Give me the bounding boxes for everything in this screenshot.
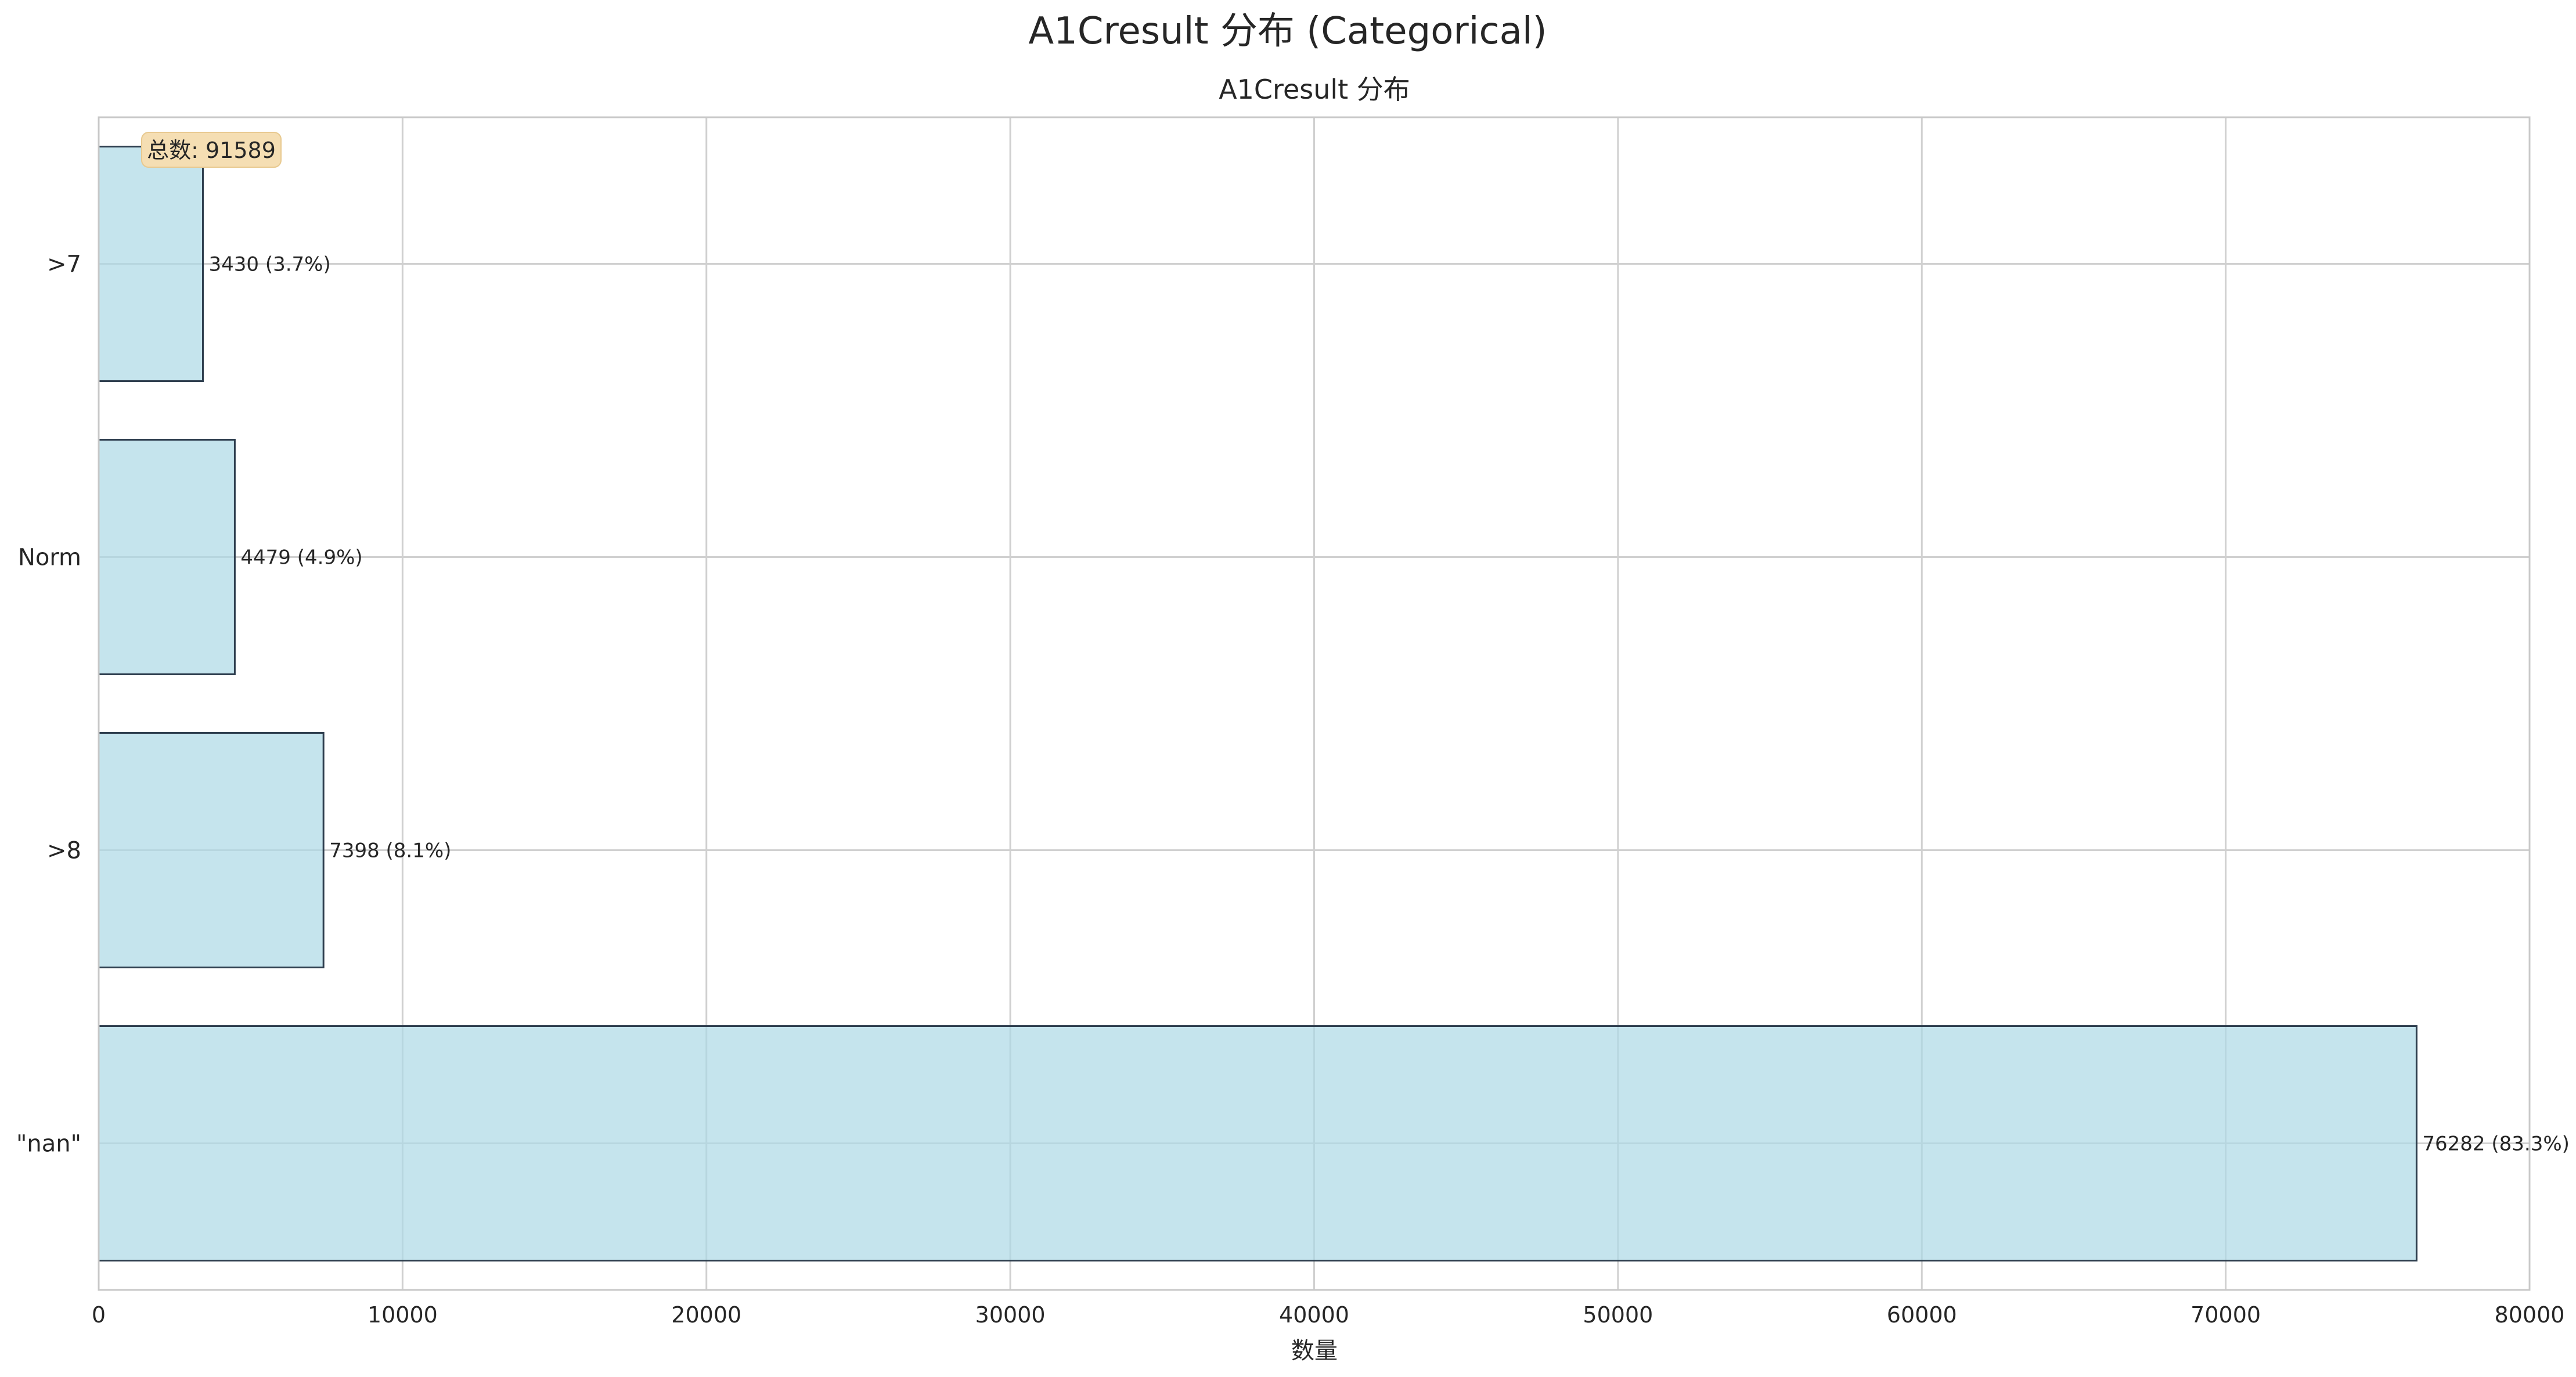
x-tick-label: 40000 bbox=[1279, 1302, 1349, 1328]
y-tick-label: "nan" bbox=[16, 1131, 81, 1158]
label-layer: 0 10000 20000 30000 40000 50000 60000 70000 8000… bbox=[16, 251, 2570, 1328]
bar-1 bbox=[98, 439, 236, 675]
plot-frame bbox=[98, 116, 2531, 1291]
x-tick-label: 20000 bbox=[671, 1302, 741, 1328]
data-label: 7398 (8.1%) bbox=[329, 839, 451, 863]
x-tick-label: 10000 bbox=[368, 1302, 438, 1328]
chart-title: A1Cresult 分布 (Categorical) bbox=[1028, 10, 1547, 53]
data-label: 4479 (4.9%) bbox=[240, 546, 362, 569]
y-tick-label: >8 bbox=[47, 838, 81, 864]
x-axis-label: 数量 bbox=[1291, 1338, 1338, 1364]
total-count-annotation: 总数: 91589 bbox=[141, 132, 282, 168]
bar-2 bbox=[98, 732, 325, 968]
y-tick-label: Norm bbox=[18, 545, 81, 571]
annotation-text: 总数: 91589 bbox=[147, 138, 276, 163]
annotation-box bbox=[141, 132, 282, 168]
x-tick-label: 50000 bbox=[1583, 1302, 1653, 1328]
bar-3 bbox=[98, 1025, 2418, 1261]
x-tick-label: 0 bbox=[92, 1302, 106, 1328]
y-tick-label: >7 bbox=[47, 251, 81, 278]
x-tick-label: 70000 bbox=[2190, 1302, 2261, 1328]
data-label: 3430 (3.7%) bbox=[209, 253, 331, 276]
bar-layer bbox=[98, 146, 2418, 1261]
data-label: 76282 (83.3%) bbox=[2422, 1133, 2570, 1156]
bar-0 bbox=[98, 146, 204, 382]
x-tick-label: 30000 bbox=[975, 1302, 1046, 1328]
x-tick-label: 60000 bbox=[1887, 1302, 1957, 1328]
x-tick-label: 80000 bbox=[2495, 1302, 2565, 1328]
chart-subtitle: A1Cresult 分布 bbox=[1219, 74, 1410, 105]
